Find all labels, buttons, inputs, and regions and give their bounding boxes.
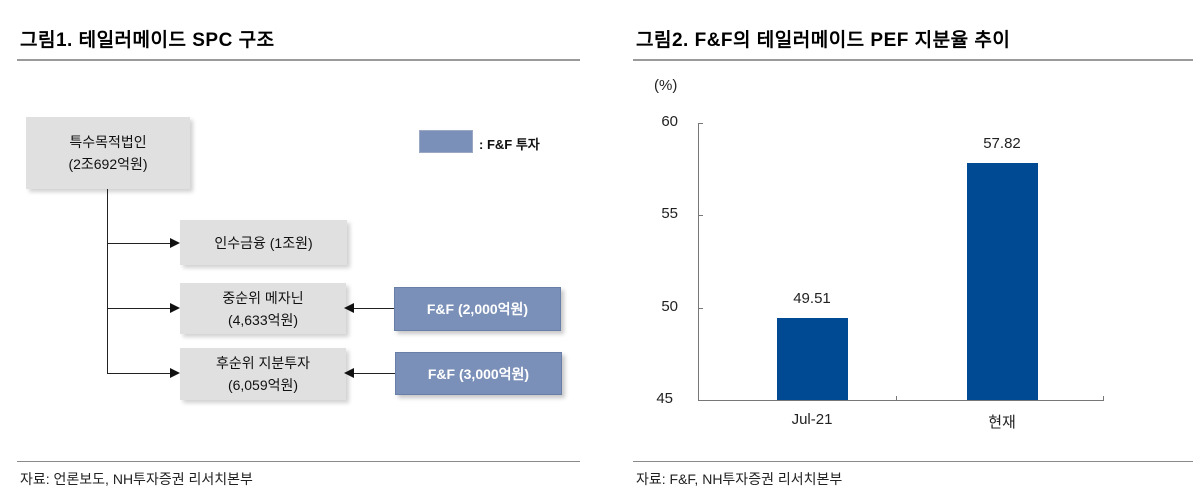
arrow-left-icon <box>344 368 354 378</box>
x-tick <box>1103 396 1104 401</box>
branch-connector-mezzanine <box>107 308 170 309</box>
arrow-right-icon <box>170 238 180 248</box>
y-axis-unit: (%) <box>654 77 678 94</box>
bar-value-label: 57.82 <box>983 135 1021 152</box>
figure1-footer-rule <box>17 461 580 462</box>
junior-equity-name: 후순위 지분투자 <box>215 355 311 371</box>
figure2-title-rule <box>633 59 1193 61</box>
x-category-label: Jul-21 <box>791 411 833 428</box>
figure2-title: 그림2. F&F의 테일러메이드 PEF 지분율 추이 <box>636 30 1011 51</box>
figure1-source: 자료: 언론보도, NH투자증권 리서치본부 <box>20 471 253 487</box>
junior-equity-node: 후순위 지분투자 (6,059억원) <box>180 348 346 400</box>
spc-node-name: 특수목적법인 <box>69 134 147 150</box>
mezzanine-name: 중순위 메자닌 <box>222 289 304 306</box>
bar-jul-21 <box>777 318 848 400</box>
trunk-connector <box>107 189 108 374</box>
figure1-title: 그림1. 테일러메이드 SPC 구조 <box>20 30 275 51</box>
bar-value-label: 49.51 <box>793 290 831 307</box>
legend-label-ff: : F&F 투자 <box>479 137 540 152</box>
y-axis <box>698 123 699 401</box>
figure2-footer-rule <box>633 461 1193 462</box>
branch-connector-acquisition <box>107 243 170 244</box>
y-tick-label: 55 <box>661 205 678 222</box>
x-axis <box>698 400 1104 401</box>
y-tick-label: 45 <box>656 390 673 407</box>
y-tick <box>698 123 703 124</box>
ff-equity-connector <box>354 373 395 374</box>
figure2-source: 자료: F&F, NH투자증권 리서치본부 <box>636 471 843 487</box>
junior-equity-amount: (6,059억원) <box>227 377 299 393</box>
branch-connector-equity <box>107 373 170 374</box>
y-tick <box>698 308 703 309</box>
spc-node-amount: (2조692억원) <box>68 156 148 172</box>
mezzanine-node: 중순위 메자닌 (4,633억원) <box>180 283 346 334</box>
spc-node: 특수목적법인 (2조692억원) <box>26 117 190 189</box>
acquisition-finance-label: 인수금융 (1조원) <box>214 234 313 251</box>
x-category-label: 현재 <box>988 414 1016 431</box>
x-tick <box>896 396 897 401</box>
ff-equity-label: F&F (3,000억원) <box>427 365 530 382</box>
ff-mezzanine-node: F&F (2,000억원) <box>394 287 561 331</box>
arrow-left-icon <box>344 303 354 313</box>
ff-mezzanine-label: F&F (2,000억원) <box>426 301 529 317</box>
ff-mezzanine-connector <box>354 308 394 309</box>
mezzanine-amount: (4,633억원) <box>227 311 299 328</box>
arrow-right-icon <box>170 303 180 313</box>
y-tick-label: 50 <box>661 298 678 315</box>
acquisition-finance-node: 인수금융 (1조원) <box>180 220 347 265</box>
legend-swatch-ff <box>419 130 473 153</box>
figure1-title-rule <box>17 59 580 61</box>
bar-current <box>967 163 1038 400</box>
ff-equity-node: F&F (3,000억원) <box>395 352 562 395</box>
arrow-right-icon <box>170 368 180 378</box>
y-tick <box>698 215 703 216</box>
y-tick-label: 60 <box>661 113 678 130</box>
